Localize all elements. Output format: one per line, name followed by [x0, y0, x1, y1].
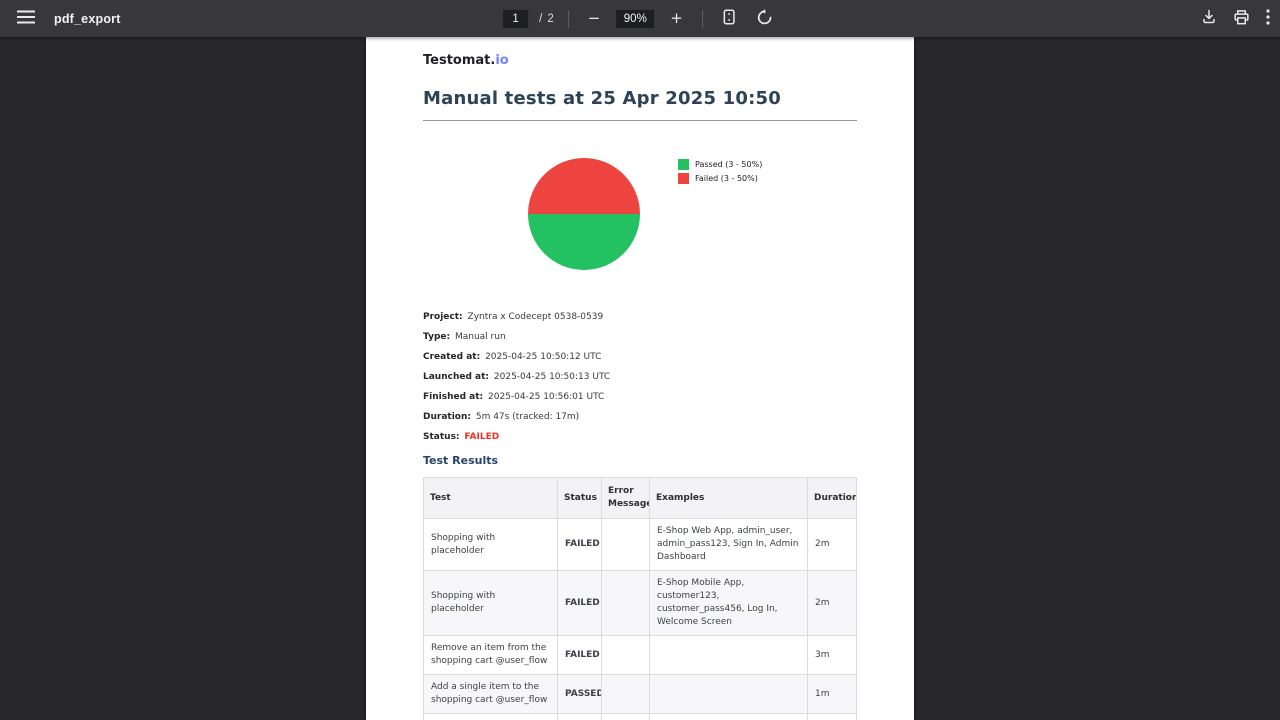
error-message-cell	[601, 635, 650, 675]
failed-swatch-icon	[678, 173, 689, 184]
detail-launched-at: Launched at: 2025-04-25 10:50:13 UTC	[423, 372, 611, 382]
test-results-table: Test Status Error Message Examples Durat…	[423, 477, 857, 720]
legend-item-passed: Passed (3 - 50%)	[678, 159, 762, 170]
error-message-cell	[601, 713, 650, 720]
status-cell: PASSED	[557, 713, 602, 720]
duration-cell: 5m	[807, 713, 857, 720]
header-duration: Duration	[807, 477, 857, 519]
error-message-cell	[601, 674, 650, 714]
menu-button[interactable]	[13, 6, 39, 31]
print-icon	[1233, 9, 1250, 29]
table-row: Shopping with placeholder FAILED E-Shop …	[423, 570, 857, 636]
test-results-heading: Test Results	[423, 454, 499, 467]
pdf-viewer-toolbar: pdf_export /2 − +	[0, 0, 1280, 37]
test-name-cell: Add a single item to the shopping cart @…	[423, 674, 558, 714]
pie-chart	[528, 158, 640, 270]
legend-item-failed: Failed (3 - 50%)	[678, 173, 762, 184]
toolbar-divider	[567, 9, 569, 28]
test-name-cell: Shopping with placeholder	[423, 570, 558, 636]
download-button[interactable]	[1197, 5, 1221, 32]
header-test: Test	[423, 477, 558, 519]
fit-page-button[interactable]	[717, 5, 741, 32]
page-number-input[interactable]	[503, 9, 529, 28]
rotate-counterclockwise-icon	[756, 8, 773, 29]
logo-text: Testomat.	[423, 53, 496, 68]
examples-cell	[649, 713, 808, 720]
more-options-button[interactable]	[1262, 5, 1274, 32]
document-filename: pdf_export	[54, 11, 121, 26]
zoom-in-button[interactable]: +	[665, 9, 688, 28]
chart-legend: Passed (3 - 50%) Failed (3 - 50%)	[678, 159, 762, 184]
detail-finished-at: Finished at: 2025-04-25 10:56:01 UTC	[423, 392, 605, 402]
run-details: Project: Zyntra x Codecept 0538-0539 Typ…	[423, 313, 857, 442]
kebab-menu-icon	[1266, 9, 1270, 28]
header-examples: Examples	[649, 477, 808, 519]
duration-cell: 1m	[807, 674, 857, 714]
print-button[interactable]	[1229, 5, 1254, 33]
examples-cell	[649, 674, 808, 714]
fit-page-icon	[721, 9, 737, 28]
detail-duration: Duration: 5m 47s (tracked: 17m)	[423, 412, 580, 422]
status-cell: FAILED	[557, 635, 602, 675]
report-title: Manual tests at 25 Apr 2025 10:50	[423, 88, 781, 109]
status-badge: FAILED	[464, 432, 500, 442]
testomat-logo: Testomat.io	[423, 53, 857, 68]
title-divider	[423, 120, 857, 121]
pdf-viewer-canvas: Testomat.io Manual tests at 25 Apr 2025 …	[0, 37, 1280, 720]
test-name-cell: Remove an item from the shopping cart @u…	[423, 635, 558, 675]
examples-cell: E-Shop Mobile App, customer123, customer…	[649, 570, 808, 636]
table-row: Remove an item from the shopping cart @u…	[423, 635, 857, 675]
detail-type: Type: Manual run	[423, 332, 506, 342]
status-cell: FAILED	[557, 518, 602, 571]
logo-accent-text: io	[495, 53, 509, 68]
detail-project: Project: Zyntra x Codecept 0538-0539	[423, 312, 604, 322]
duration-cell: 2m	[807, 518, 857, 571]
examples-cell	[649, 635, 808, 675]
error-message-cell	[601, 570, 650, 636]
table-header-row: Test Status Error Message Examples Durat…	[423, 477, 857, 519]
passed-swatch-icon	[678, 159, 689, 170]
pdf-page-1: Testomat.io Manual tests at 25 Apr 2025 …	[366, 37, 914, 720]
duration-cell: 3m	[807, 635, 857, 675]
header-error-message: Error Message	[601, 477, 650, 519]
legend-label: Passed (3 - 50%)	[695, 160, 763, 169]
table-row: Shopping with placeholder FAILED E-Shop …	[423, 518, 857, 571]
detail-status: Status: FAILED	[423, 432, 500, 442]
test-name-cell: Shopping with placeholder	[423, 518, 558, 571]
zoom-level-input[interactable]	[616, 9, 655, 28]
legend-label: Failed (3 - 50%)	[695, 174, 758, 183]
download-icon	[1201, 9, 1217, 28]
page-count: /2	[539, 12, 554, 25]
toolbar-divider	[701, 9, 703, 28]
error-message-cell	[601, 518, 650, 571]
rotate-button[interactable]	[752, 5, 777, 33]
duration-cell: 2m	[807, 570, 857, 636]
zoom-out-button[interactable]: −	[583, 9, 606, 28]
test-name-cell: Add multiple different items to the shop…	[423, 713, 558, 720]
results-pie-chart-block: Passed (3 - 50%) Failed (3 - 50%)	[423, 158, 857, 270]
table-row: Add a single item to the shopping cart @…	[423, 674, 857, 714]
status-cell: FAILED	[557, 570, 602, 636]
header-status: Status	[557, 477, 602, 519]
status-cell: PASSED	[557, 674, 602, 714]
hamburger-icon	[17, 10, 35, 27]
examples-cell: E-Shop Web App, admin_user, admin_pass12…	[649, 518, 808, 571]
table-row: Add multiple different items to the shop…	[423, 713, 857, 720]
detail-created-at: Created at: 2025-04-25 10:50:12 UTC	[423, 352, 602, 362]
